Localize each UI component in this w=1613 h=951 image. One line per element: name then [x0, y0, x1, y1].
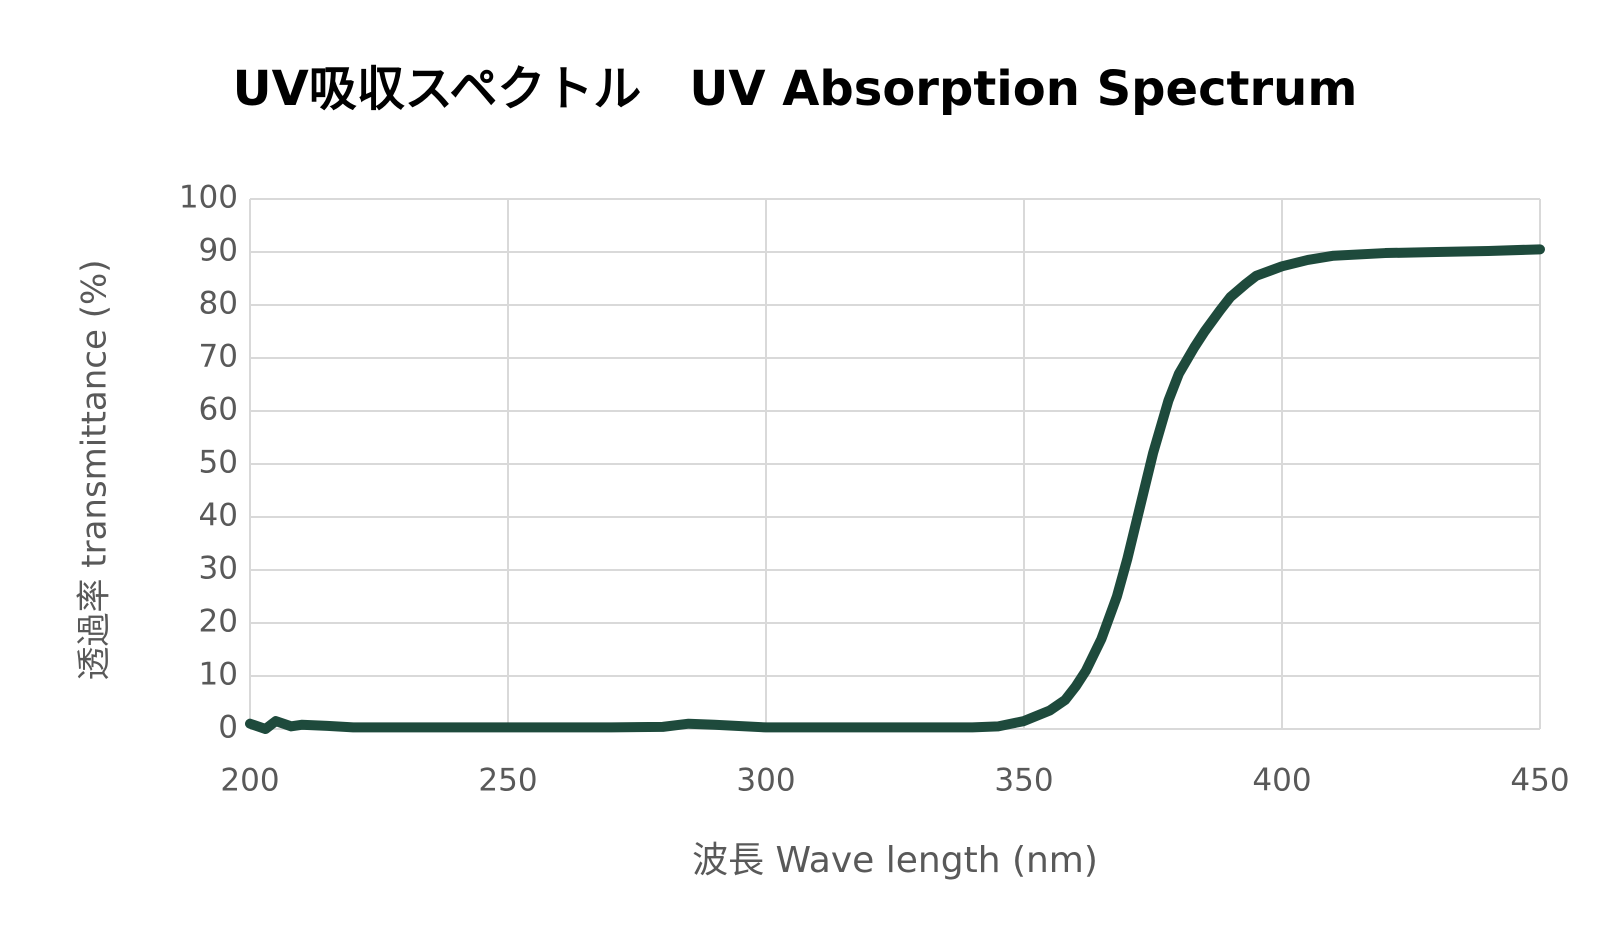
y-axis-label: 透過率 transmittance (%) [75, 259, 115, 680]
chart-title: UV吸収スペクトル UV Absorption Spectrum [233, 61, 1358, 117]
y-tick-label: 70 [199, 339, 238, 375]
x-tick-label: 450 [1510, 763, 1569, 799]
y-tick-label: 90 [199, 233, 238, 269]
x-axis-label: 波長 Wave length (nm) [692, 840, 1098, 881]
x-tick-label: 350 [994, 763, 1053, 799]
y-tick-label: 20 [199, 604, 238, 640]
y-tick-label: 100 [179, 180, 238, 216]
x-tick-label: 250 [478, 763, 537, 799]
y-tick-label: 10 [199, 657, 238, 693]
data-line [245, 244, 1545, 734]
y-tick-label: 0 [218, 710, 238, 746]
x-tick-label: 300 [736, 763, 795, 799]
y-tick-label: 80 [199, 286, 238, 322]
y-tick-label: 40 [199, 498, 238, 534]
x-tick-label: 200 [220, 763, 279, 799]
y-tick-label: 30 [199, 551, 238, 587]
y-tick-label: 50 [199, 445, 238, 481]
x-tick-label: 400 [1252, 763, 1311, 799]
y-tick-label: 60 [199, 392, 238, 428]
